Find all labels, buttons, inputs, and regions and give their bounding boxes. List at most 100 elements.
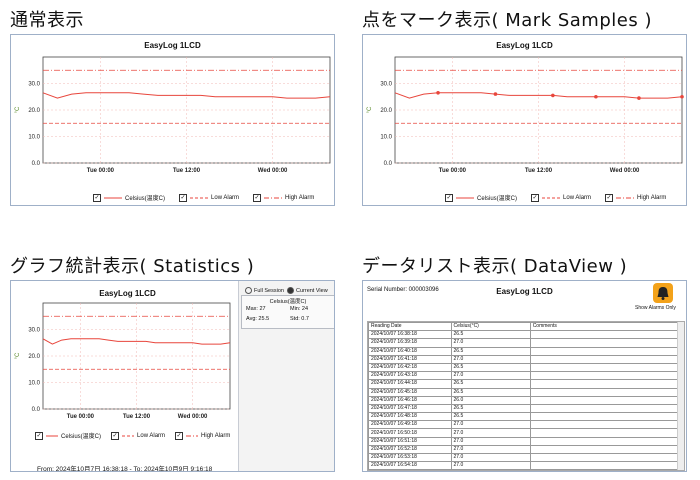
app-title: EasyLog 1LCD (99, 289, 156, 298)
y-tick-label: 30.0 (380, 82, 392, 88)
legend-low-alarm[interactable]: ✓ Low Alarm (111, 431, 165, 440)
legend-celsius[interactable]: ✓ Celsius(温度C) (93, 193, 165, 202)
checkbox-icon[interactable]: ✓ (35, 431, 43, 440)
app-title: EasyLog 1LCD (496, 287, 553, 296)
legend-low-label: Low Alarm (211, 194, 240, 201)
chart-panel-mark-samples: EasyLog 1LCD 0.0 10.0 20.0 30.0 °C Tue 00:00 T… (362, 34, 687, 206)
table-cell (529, 330, 684, 340)
app-title: EasyLog 1LCD (144, 41, 201, 50)
table-cell: 27.0 (450, 420, 531, 430)
table-row[interactable]: 2024/10/07 16:38:18 26.5 (368, 330, 684, 340)
checkbox-icon[interactable]: ✓ (253, 193, 262, 202)
legend-high-alarm[interactable]: ✓ High Alarm (175, 431, 230, 440)
table-cell: 2024/10/07 16:46:18 (368, 395, 452, 405)
table-row[interactable]: 2024/10/07 16:46:18 26.0 (368, 395, 684, 405)
radio-full-session[interactable]: Full Session (245, 287, 284, 294)
table-row[interactable]: 2024/10/07 16:43:18 27.0 (368, 371, 684, 381)
chart-legend: ✓ Celsius(温度C) ✓ Low Alarm ✓ High Alarm (35, 431, 230, 440)
radio-current-view[interactable]: Current View (287, 287, 328, 294)
table-row[interactable]: 2024/10/07 16:50:18 27.0 (368, 428, 684, 438)
chart-panel-normal: EasyLog 1LCD 0.0 10.0 20.0 30.0 °C Tue 00:00 T… (10, 34, 335, 206)
table-cell: 26.5 (450, 346, 531, 356)
y-tick-label: 20.0 (28, 108, 40, 114)
checkbox-icon[interactable]: ✓ (175, 431, 184, 440)
heading-statistics: グラフ統計表示( Statistics ) (10, 256, 255, 277)
table-row[interactable]: 2024/10/07 16:48:18 26.5 (368, 412, 684, 422)
radio-icon[interactable] (245, 287, 252, 294)
legend-high-label: High Alarm (201, 432, 231, 439)
chart-legend: ✓ Celsius(温度C) ✓ Low Alarm ✓ High Alarm (93, 193, 314, 202)
y-tick-label: 0.0 (384, 161, 393, 167)
table-cell: 27.0 (450, 461, 531, 470)
stat-std: Std: 0.7 (290, 316, 309, 322)
column-header[interactable]: Reading Date (368, 322, 452, 332)
table-row[interactable]: 2024/10/07 16:51:18 27.0 (368, 436, 684, 446)
table-cell: 2024/10/07 16:38:18 (368, 330, 452, 340)
table-cell: 2024/10/07 16:41:18 (368, 354, 452, 364)
table-row[interactable]: 2024/10/07 16:44:18 26.5 (368, 379, 684, 389)
table-cell (529, 338, 684, 348)
y-tick-label: 20.0 (380, 108, 392, 114)
table-header-row: Reading Date Celsius(°C) Comments (368, 322, 684, 332)
y-axis-label: °C (15, 106, 21, 113)
sample-mark (594, 94, 598, 99)
table-row[interactable]: 2024/10/07 16:49:18 27.0 (368, 420, 684, 430)
solid-line-icon (104, 197, 122, 198)
legend-celsius[interactable]: ✓ Celsius(温度C) (445, 193, 517, 202)
stat-max: Max: 27 (246, 306, 266, 312)
series-line (42, 92, 331, 99)
table-cell (529, 379, 684, 389)
dashdot-line-icon (616, 197, 635, 198)
checkbox-icon[interactable]: ✓ (445, 193, 453, 202)
checkbox-icon[interactable]: ✓ (179, 193, 188, 202)
radio-selected-icon[interactable] (287, 287, 294, 294)
checkbox-icon[interactable]: ✓ (605, 193, 614, 202)
x-tick-label: Tue 00:00 (67, 414, 95, 420)
y-tick-label: 20.0 (28, 354, 40, 360)
bell-icon (657, 287, 669, 300)
table-cell (529, 387, 684, 397)
table-row[interactable]: 2024/10/07 16:42:18 26.5 (368, 362, 684, 373)
show-alarms-label[interactable]: Show Alarms Only (635, 305, 676, 311)
table-row[interactable]: 2024/10/07 16:45:18 26.5 (368, 387, 684, 397)
legend-celsius-label: Celsius(温度C) (61, 434, 102, 440)
table-row[interactable]: 2024/10/07 16:47:18 26.5 (368, 403, 684, 414)
heading-normal-view: 通常表示 (10, 10, 84, 31)
legend-low-label: Low Alarm (137, 432, 166, 439)
column-header[interactable]: Celsius(°C) (450, 322, 531, 332)
checkbox-icon[interactable]: ✓ (93, 193, 101, 202)
table-row[interactable]: 2024/10/07 16:54:18 27.0 (368, 461, 684, 470)
checkbox-icon[interactable]: ✓ (531, 193, 540, 202)
x-tick-label: Tue 12:00 (123, 414, 151, 420)
legend-low-label: Low Alarm (563, 194, 592, 201)
table-cell (529, 461, 684, 470)
table-row[interactable]: 2024/10/07 16:39:18 27.0 (368, 338, 684, 348)
y-tick-label: 30.0 (28, 82, 40, 88)
x-tick-label: Tue 00:00 (87, 168, 115, 174)
legend-high-alarm[interactable]: ✓ High Alarm (605, 193, 666, 202)
table-row[interactable]: 2024/10/07 16:40:18 26.5 (368, 346, 684, 356)
table-cell: 2024/10/07 16:45:18 (368, 387, 452, 397)
legend-high-alarm[interactable]: ✓ High Alarm (253, 193, 314, 202)
table-row[interactable]: 2024/10/07 16:53:18 27.0 (368, 452, 684, 463)
legend-low-alarm[interactable]: ✓ Low Alarm (531, 193, 591, 202)
alarm-bell-icon[interactable] (653, 283, 673, 303)
stats-unit: Celsius(温度C) (269, 299, 307, 305)
legend-celsius-label: Celsius(温度C) (477, 196, 518, 202)
legend-celsius[interactable]: ✓ Celsius(温度C) (35, 431, 101, 440)
column-header[interactable]: Comments (529, 322, 684, 332)
x-tick-label: Tue 12:00 (525, 168, 553, 174)
x-tick-label: Wed 00:00 (178, 414, 208, 420)
x-tick-label: Wed 00:00 (258, 168, 288, 174)
checkbox-icon[interactable]: ✓ (111, 431, 120, 440)
table-cell: 2024/10/07 16:52:18 (368, 444, 452, 455)
table-cell: 2024/10/07 16:55:18 (368, 469, 452, 470)
scrollbar[interactable] (677, 322, 684, 470)
table-row[interactable]: 2024/10/07 16:41:18 27.0 (368, 354, 684, 364)
y-tick-label: 30.0 (28, 328, 40, 334)
table-cell: 26.0 (450, 395, 531, 405)
heading-mark-samples: 点をマーク表示( Mark Samples ) (362, 10, 652, 31)
legend-low-alarm[interactable]: ✓ Low Alarm (179, 193, 239, 202)
table-row[interactable]: 2024/10/07 16:52:18 27.0 (368, 444, 684, 455)
